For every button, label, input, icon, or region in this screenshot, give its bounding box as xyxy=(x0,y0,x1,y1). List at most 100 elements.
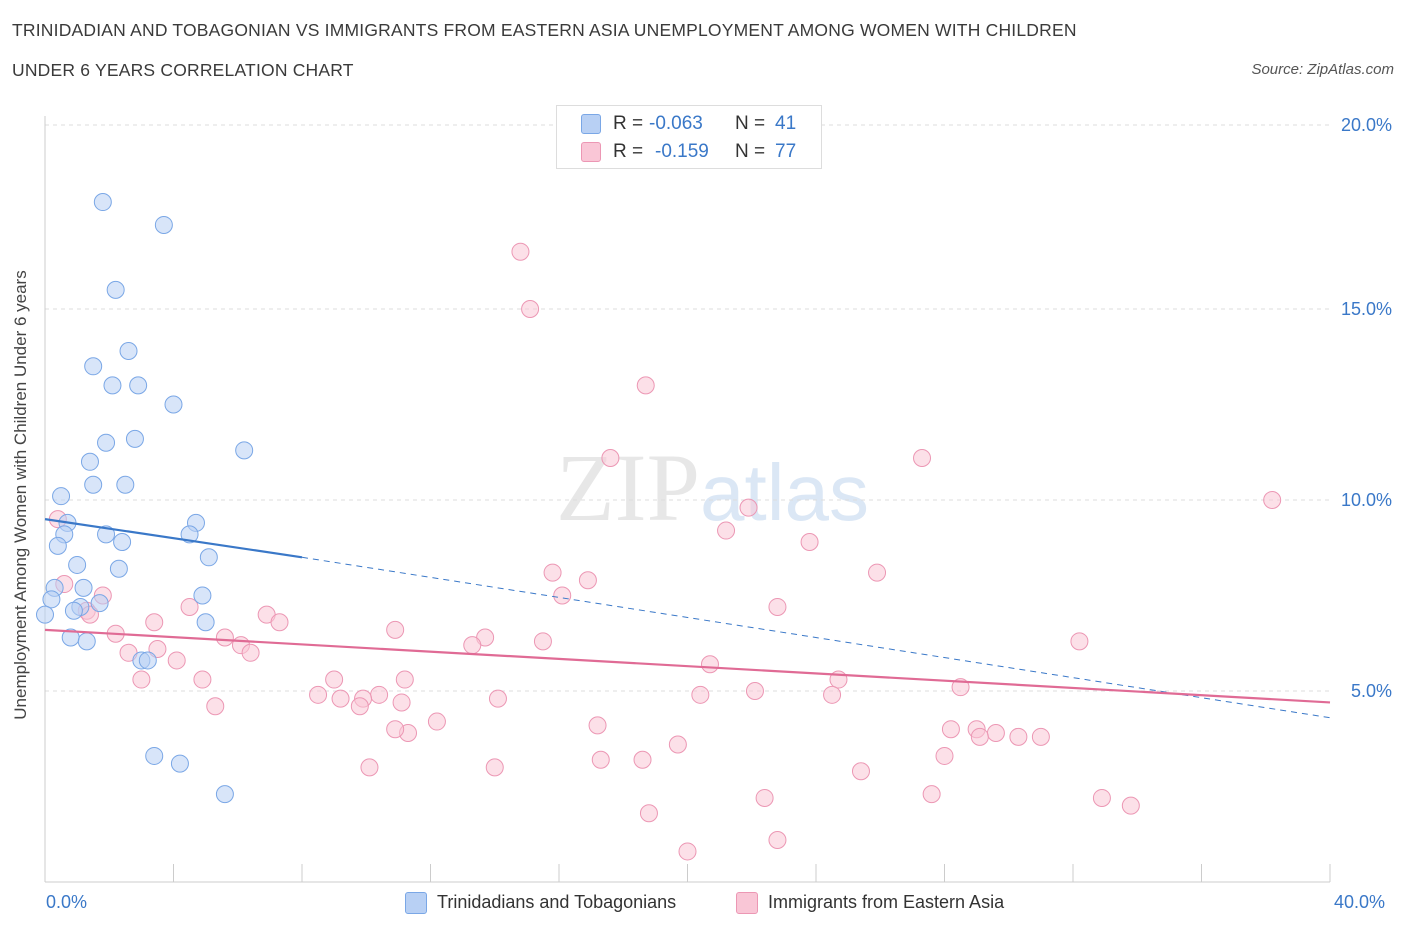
point-trinidadians xyxy=(215,785,234,804)
point-eastern-asia xyxy=(639,804,658,823)
chart-title-line1: TRINIDADIAN AND TOBAGONIAN VS IMMIGRANTS… xyxy=(12,20,1077,40)
point-eastern-asia xyxy=(717,521,736,540)
bottom-legend-swatch-pink xyxy=(736,892,758,914)
watermark: ZIPatlas xyxy=(556,440,869,536)
point-eastern-asia xyxy=(768,830,787,849)
point-eastern-asia xyxy=(1070,632,1089,651)
point-eastern-asia xyxy=(578,571,597,590)
point-eastern-asia xyxy=(935,746,954,765)
point-trinidadians xyxy=(84,357,103,376)
point-eastern-asia xyxy=(591,750,610,769)
point-eastern-asia xyxy=(148,639,167,658)
y-tick-label: 15.0% xyxy=(1341,299,1392,319)
point-eastern-asia xyxy=(601,448,620,467)
point-eastern-asia xyxy=(180,597,199,616)
point-eastern-asia xyxy=(206,697,225,716)
legend-n-value: 77 xyxy=(775,141,797,162)
legend-swatch-blue xyxy=(581,114,601,134)
legend-r-value: -0.063 xyxy=(649,113,703,134)
point-eastern-asia xyxy=(167,651,186,670)
point-eastern-asia xyxy=(588,716,607,735)
point-trinidadians xyxy=(154,215,173,234)
bottom-legend-label: Trinidadians and Tobagonians xyxy=(437,892,677,912)
y-tick-label: 5.0% xyxy=(1351,681,1392,701)
source-label: Source: ZipAtlas.com xyxy=(1251,61,1394,78)
point-eastern-asia xyxy=(132,670,151,689)
chart-title-line2: UNDER 6 YEARS CORRELATION CHART xyxy=(12,60,354,80)
point-eastern-asia xyxy=(800,533,819,552)
point-eastern-asia xyxy=(668,735,687,754)
point-eastern-asia xyxy=(700,655,719,674)
point-trinidadians xyxy=(42,590,61,609)
watermark-zip: ZIP xyxy=(556,434,700,541)
point-eastern-asia xyxy=(1009,727,1028,746)
point-eastern-asia xyxy=(868,563,887,582)
point-eastern-asia xyxy=(636,376,655,395)
point-trinidadians xyxy=(193,586,212,605)
point-trinidadians xyxy=(116,475,135,494)
point-trinidadians xyxy=(52,487,71,506)
y-axis-label: Unemployment Among Women with Children U… xyxy=(11,270,30,720)
point-trinidadians xyxy=(138,651,157,670)
x-tick-label-min: 0.0% xyxy=(46,892,88,912)
bottom-legend-label: Immigrants from Eastern Asia xyxy=(768,892,1005,912)
point-eastern-asia xyxy=(823,685,842,704)
point-eastern-asia xyxy=(970,727,989,746)
point-trinidadians xyxy=(196,613,215,632)
point-eastern-asia xyxy=(913,448,932,467)
point-eastern-asia xyxy=(851,762,870,781)
point-trinidadians xyxy=(180,525,199,544)
y-tick-label: 10.0% xyxy=(1341,490,1392,510)
point-eastern-asia xyxy=(386,720,405,739)
point-trinidadians xyxy=(64,601,83,620)
point-trinidadians xyxy=(113,533,132,552)
point-trinidadians xyxy=(170,754,189,773)
point-eastern-asia xyxy=(521,300,540,318)
point-eastern-asia xyxy=(395,670,414,689)
point-eastern-asia xyxy=(193,670,212,689)
point-eastern-asia xyxy=(755,788,774,807)
point-eastern-asia xyxy=(986,724,1005,743)
point-eastern-asia xyxy=(350,697,369,716)
point-trinidadians xyxy=(129,376,148,395)
trendline-eastern-asia xyxy=(44,628,1331,704)
point-trinidadians xyxy=(109,559,128,578)
point-eastern-asia xyxy=(511,242,530,261)
point-eastern-asia xyxy=(543,563,562,582)
point-eastern-asia xyxy=(325,670,344,689)
point-trinidadians xyxy=(103,376,122,395)
point-trinidadians xyxy=(84,475,103,494)
legend-n-value: 41 xyxy=(775,113,797,134)
legend-r-label: R = xyxy=(613,141,644,162)
legend-n-label: N = xyxy=(735,141,766,162)
watermark-atlas: atlas xyxy=(700,448,869,537)
point-eastern-asia xyxy=(1092,788,1111,807)
point-trinidadians xyxy=(235,441,254,460)
point-eastern-asia xyxy=(1031,727,1050,746)
point-eastern-asia xyxy=(739,498,758,517)
point-eastern-asia xyxy=(768,597,787,616)
trendline-trinidadians-extension xyxy=(301,556,1331,719)
point-trinidadians xyxy=(164,395,183,414)
point-eastern-asia xyxy=(370,685,389,704)
point-eastern-asia xyxy=(392,693,411,712)
point-eastern-asia xyxy=(331,689,350,708)
point-trinidadians xyxy=(48,536,67,555)
point-eastern-asia xyxy=(463,636,482,655)
point-eastern-asia xyxy=(553,586,572,605)
point-eastern-asia xyxy=(633,750,652,769)
point-eastern-asia xyxy=(488,689,507,708)
point-eastern-asia xyxy=(691,685,710,704)
point-trinidadians xyxy=(77,632,96,651)
point-eastern-asia xyxy=(360,758,379,777)
point-eastern-asia xyxy=(270,613,289,632)
point-trinidadians xyxy=(145,746,164,765)
point-trinidadians xyxy=(80,452,99,471)
point-trinidadians xyxy=(74,578,93,597)
point-trinidadians xyxy=(97,525,116,544)
point-eastern-asia xyxy=(215,628,234,647)
point-eastern-asia xyxy=(941,720,960,739)
point-trinidadians xyxy=(119,342,138,361)
point-trinidadians xyxy=(106,280,125,299)
